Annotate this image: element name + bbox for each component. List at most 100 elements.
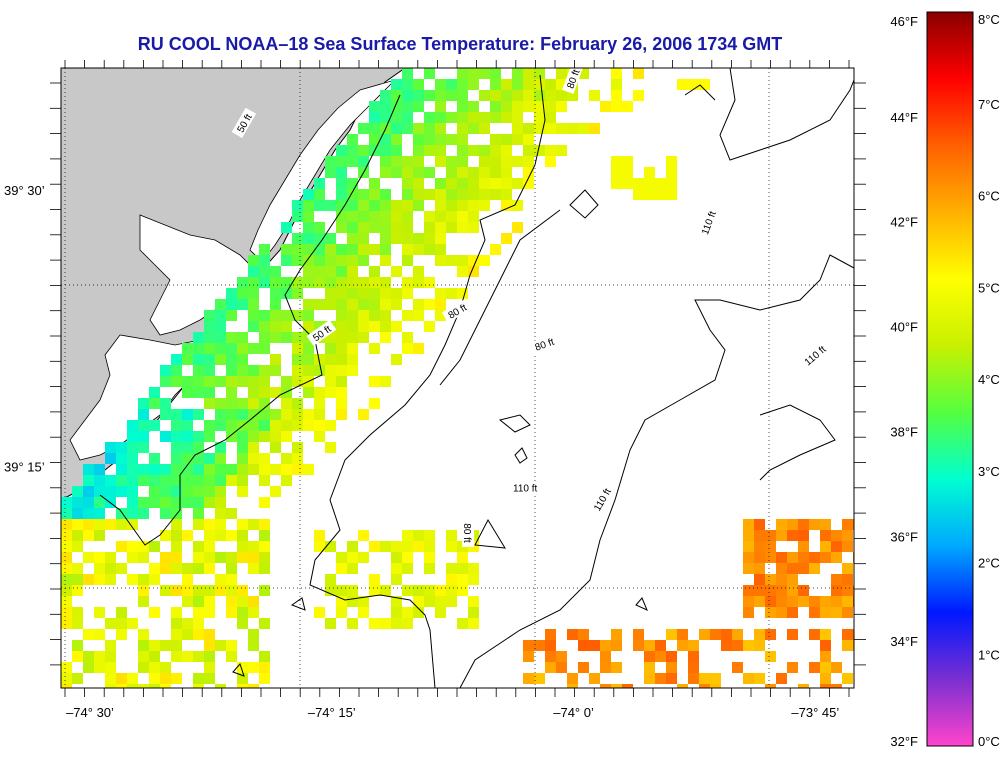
sst-pixel xyxy=(523,134,534,145)
sst-pixel xyxy=(424,189,435,200)
sst-pixel xyxy=(831,596,842,607)
sst-pixel xyxy=(787,530,798,541)
sst-pixel xyxy=(677,629,688,640)
sst-pixel xyxy=(281,475,292,486)
sst-pixel xyxy=(237,343,248,354)
sst-pixel xyxy=(611,684,622,688)
sst-pixel xyxy=(72,497,83,508)
sst-pixel xyxy=(468,189,479,200)
sst-pixel xyxy=(556,123,567,134)
sst-pixel xyxy=(831,552,842,563)
sst-pixel xyxy=(193,651,204,662)
sst-pixel xyxy=(402,541,413,552)
sst-pixel xyxy=(347,354,358,365)
sst-pixel xyxy=(149,607,160,618)
sst-pixel xyxy=(435,585,446,596)
sst-pixel xyxy=(226,431,237,442)
sst-pixel xyxy=(545,123,556,134)
sst-pixel xyxy=(94,662,105,673)
sst-pixel xyxy=(105,453,116,464)
sst-pixel xyxy=(413,189,424,200)
sst-pixel xyxy=(248,629,259,640)
sst-pixel xyxy=(677,79,688,90)
sst-pixel xyxy=(479,123,490,134)
sst-pixel xyxy=(402,277,413,288)
sst-pixel xyxy=(314,387,325,398)
sst-pixel xyxy=(171,376,182,387)
sst-pixel xyxy=(171,365,182,376)
sst-pixel xyxy=(127,453,138,464)
sst-pixel xyxy=(391,288,402,299)
sst-pixel xyxy=(160,552,171,563)
sst-pixel xyxy=(457,255,468,266)
contour-label-bg xyxy=(562,68,584,94)
sst-pixel xyxy=(248,255,259,266)
sst-pixel xyxy=(479,156,490,167)
sst-pixel xyxy=(325,442,336,453)
sst-pixel xyxy=(391,354,402,365)
sst-pixel xyxy=(402,332,413,343)
sst-pixel xyxy=(127,673,138,684)
sst-pixel xyxy=(94,508,105,519)
sst-pixel xyxy=(215,299,226,310)
sst-pixel xyxy=(270,486,281,497)
sst-pixel xyxy=(413,530,424,541)
sst-pixel xyxy=(160,464,171,475)
sst-pixel xyxy=(556,90,567,101)
sst-pixel xyxy=(215,508,226,519)
sst-pixel xyxy=(347,222,358,233)
sst-pixel xyxy=(380,222,391,233)
sst-pixel xyxy=(380,200,391,211)
sst-pixel xyxy=(468,211,479,222)
sst-pixel xyxy=(842,530,853,541)
sst-pixel xyxy=(215,442,226,453)
sst-pixel xyxy=(468,607,479,618)
sst-pixel xyxy=(765,607,776,618)
sst-pixel xyxy=(259,365,270,376)
sst-pixel xyxy=(303,420,314,431)
sst-pixel xyxy=(259,266,270,277)
sst-pixel xyxy=(226,332,237,343)
sst-pixel xyxy=(457,101,468,112)
sst-pixel xyxy=(94,607,105,618)
sst-pixel xyxy=(358,277,369,288)
sst-pixel xyxy=(237,288,248,299)
sst-pixel xyxy=(512,123,523,134)
sst-pixel xyxy=(424,277,435,288)
sst-pixel xyxy=(446,90,457,101)
sst-pixel xyxy=(127,618,138,629)
sst-pixel xyxy=(61,530,72,541)
sst-pixel xyxy=(314,354,325,365)
sst-pixel xyxy=(743,519,754,530)
sst-pixel xyxy=(611,640,622,651)
sst-pixel xyxy=(94,563,105,574)
sst-pixel xyxy=(303,310,314,321)
sst-pixel xyxy=(237,673,248,684)
sst-pixel xyxy=(798,552,809,563)
sst-pixel xyxy=(303,365,314,376)
sst-pixel xyxy=(215,310,226,321)
sst-pixel xyxy=(215,684,226,688)
sst-pixel xyxy=(292,464,303,475)
sst-pixel xyxy=(743,563,754,574)
sst-pixel xyxy=(226,299,237,310)
sst-pixel xyxy=(402,101,413,112)
sst-pixel xyxy=(314,222,325,233)
sst-pixel xyxy=(710,629,721,640)
sst-pixel xyxy=(820,552,831,563)
sst-pixel xyxy=(457,123,468,134)
sst-pixel xyxy=(512,178,523,189)
sst-pixel xyxy=(193,684,204,688)
latitude-labels: 39° 30’ 39° 15’ xyxy=(4,183,45,475)
sst-pixel xyxy=(193,343,204,354)
sst-pixel xyxy=(435,310,446,321)
sst-pixel xyxy=(83,552,94,563)
sst-pixel xyxy=(644,167,655,178)
sst-pixel xyxy=(424,90,435,101)
sst-pixel xyxy=(61,519,72,530)
sst-pixel xyxy=(127,508,138,519)
sst-pixel xyxy=(380,189,391,200)
sst-pixel xyxy=(127,497,138,508)
sst-pixel xyxy=(611,79,622,90)
sst-pixel xyxy=(457,68,468,79)
